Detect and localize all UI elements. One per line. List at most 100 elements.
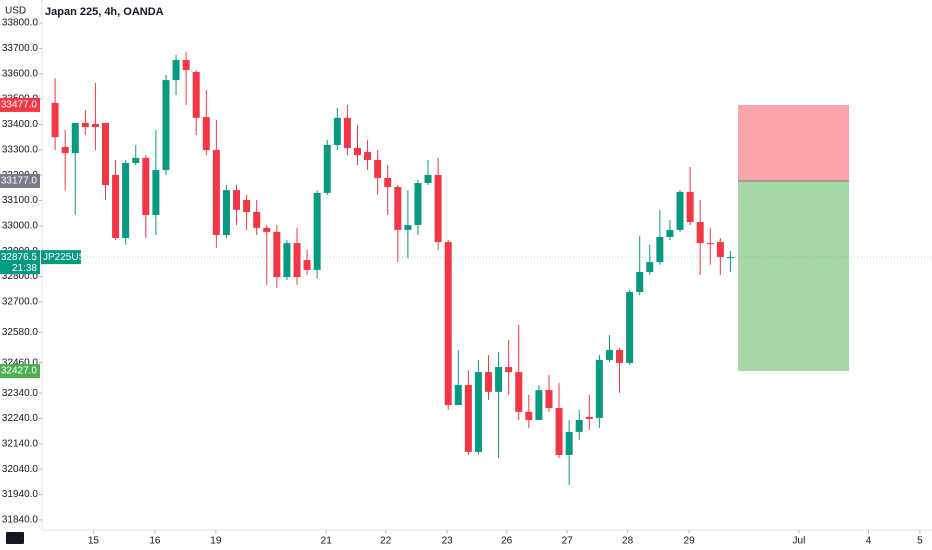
x-tick-label: 5 xyxy=(917,536,923,547)
target-zone xyxy=(738,180,849,372)
last-price-label: 32876.5 xyxy=(1,252,38,263)
candle-body xyxy=(545,390,553,409)
candle-body xyxy=(222,190,230,235)
candle-body xyxy=(212,150,220,235)
candle-body xyxy=(515,372,523,412)
candle-body xyxy=(172,60,180,81)
candle-body xyxy=(444,242,452,406)
candle-body xyxy=(303,260,311,270)
candle-body xyxy=(474,372,482,452)
last-price-box xyxy=(0,250,40,275)
y-tick-label: 32340.0 xyxy=(2,388,39,399)
candle-body xyxy=(323,144,331,193)
candle-body xyxy=(565,431,573,455)
candle-body xyxy=(595,359,603,418)
candle-body xyxy=(404,225,412,230)
candle-body xyxy=(434,174,442,243)
candle-body xyxy=(293,243,301,278)
y-tick-label: 33700.0 xyxy=(2,43,39,54)
y-tick-label: 33800.0 xyxy=(2,18,39,29)
candle-body xyxy=(706,243,714,245)
x-tick-label: 22 xyxy=(380,536,392,547)
candle-body xyxy=(646,262,654,272)
candle-body xyxy=(253,211,261,228)
y-tick-label: 32800.0 xyxy=(2,271,39,282)
candle-body xyxy=(81,122,89,127)
candle-body xyxy=(353,148,361,156)
candle-body xyxy=(394,187,402,230)
candle-body xyxy=(696,222,704,244)
candle-body xyxy=(202,117,210,151)
y-tick-label: 33100.0 xyxy=(2,195,39,206)
candle-body xyxy=(51,102,59,138)
target-label: 32427.0 xyxy=(1,366,38,377)
y-tick-label: 32240.0 xyxy=(2,413,39,424)
candle-body xyxy=(585,416,593,419)
symbol-label: JP225USD xyxy=(43,252,92,263)
x-tick-label: 29 xyxy=(684,536,696,547)
x-tick-label: 26 xyxy=(501,536,513,547)
candle-body xyxy=(273,231,281,278)
y-tick-label: 32580.0 xyxy=(2,327,39,338)
x-tick-label: Jul xyxy=(793,536,806,547)
x-tick-label: 16 xyxy=(149,536,161,547)
candle-body xyxy=(464,385,472,452)
stop-label-box xyxy=(0,97,40,112)
y-tick-label: 33300.0 xyxy=(2,144,39,155)
chart-title: Japan 225, 4h, OANDA xyxy=(45,6,164,18)
candle-body xyxy=(112,174,120,239)
candle-body xyxy=(122,162,130,239)
candle-body xyxy=(616,350,624,363)
candle-body xyxy=(374,159,382,178)
candle-body xyxy=(343,117,351,149)
candle-body xyxy=(333,117,341,145)
y-tick-label: 32140.0 xyxy=(2,438,39,449)
candle-body xyxy=(283,243,291,278)
logo xyxy=(6,532,24,544)
candle-body xyxy=(525,411,533,420)
candle-body xyxy=(152,170,160,215)
entry-label-box xyxy=(0,173,40,188)
symbol-box xyxy=(41,250,81,265)
candle-body xyxy=(162,80,170,171)
candle-body xyxy=(364,152,372,160)
y-tick-label: 33000.0 xyxy=(2,220,39,231)
y-tick-label: 31840.0 xyxy=(2,515,39,526)
x-tick-label: 21 xyxy=(321,536,333,547)
candle-body xyxy=(575,419,583,432)
candle-body xyxy=(101,122,109,186)
candle-body xyxy=(726,257,734,259)
y-tick-label: 33400.0 xyxy=(2,119,39,130)
candle-body xyxy=(132,157,140,163)
x-tick-label: 27 xyxy=(562,536,574,547)
candle-body xyxy=(656,236,664,263)
candle-body xyxy=(233,190,241,210)
plot-area xyxy=(42,51,932,485)
y-tick-label: 33600.0 xyxy=(2,68,39,79)
candle-body xyxy=(61,147,69,154)
candle-body xyxy=(495,367,503,392)
candle-body xyxy=(384,177,392,188)
candle-body xyxy=(686,191,694,223)
x-tick-label: 23 xyxy=(442,536,454,547)
candle-body xyxy=(485,372,493,392)
stop-label: 33477.0 xyxy=(1,100,38,111)
candle-body xyxy=(716,242,724,258)
stop-zone xyxy=(738,104,849,181)
candle-body xyxy=(424,174,432,184)
y-tick-label: 31940.0 xyxy=(2,489,39,500)
candle-body xyxy=(182,60,190,70)
countdown: 21:38 xyxy=(12,263,37,274)
x-tick-label: 15 xyxy=(88,536,100,547)
candle-body xyxy=(91,123,99,127)
candle-body xyxy=(666,229,674,237)
candle-body xyxy=(505,367,513,373)
x-tick-label: 28 xyxy=(622,536,634,547)
candle-body xyxy=(263,227,271,232)
y-tick-label: 32040.0 xyxy=(2,464,39,475)
candle-body xyxy=(535,390,543,420)
candle-body xyxy=(414,183,422,226)
entry-label: 33177.0 xyxy=(1,176,38,187)
x-tick-label: 4 xyxy=(866,536,872,547)
x-tick-label: 19 xyxy=(210,536,222,547)
